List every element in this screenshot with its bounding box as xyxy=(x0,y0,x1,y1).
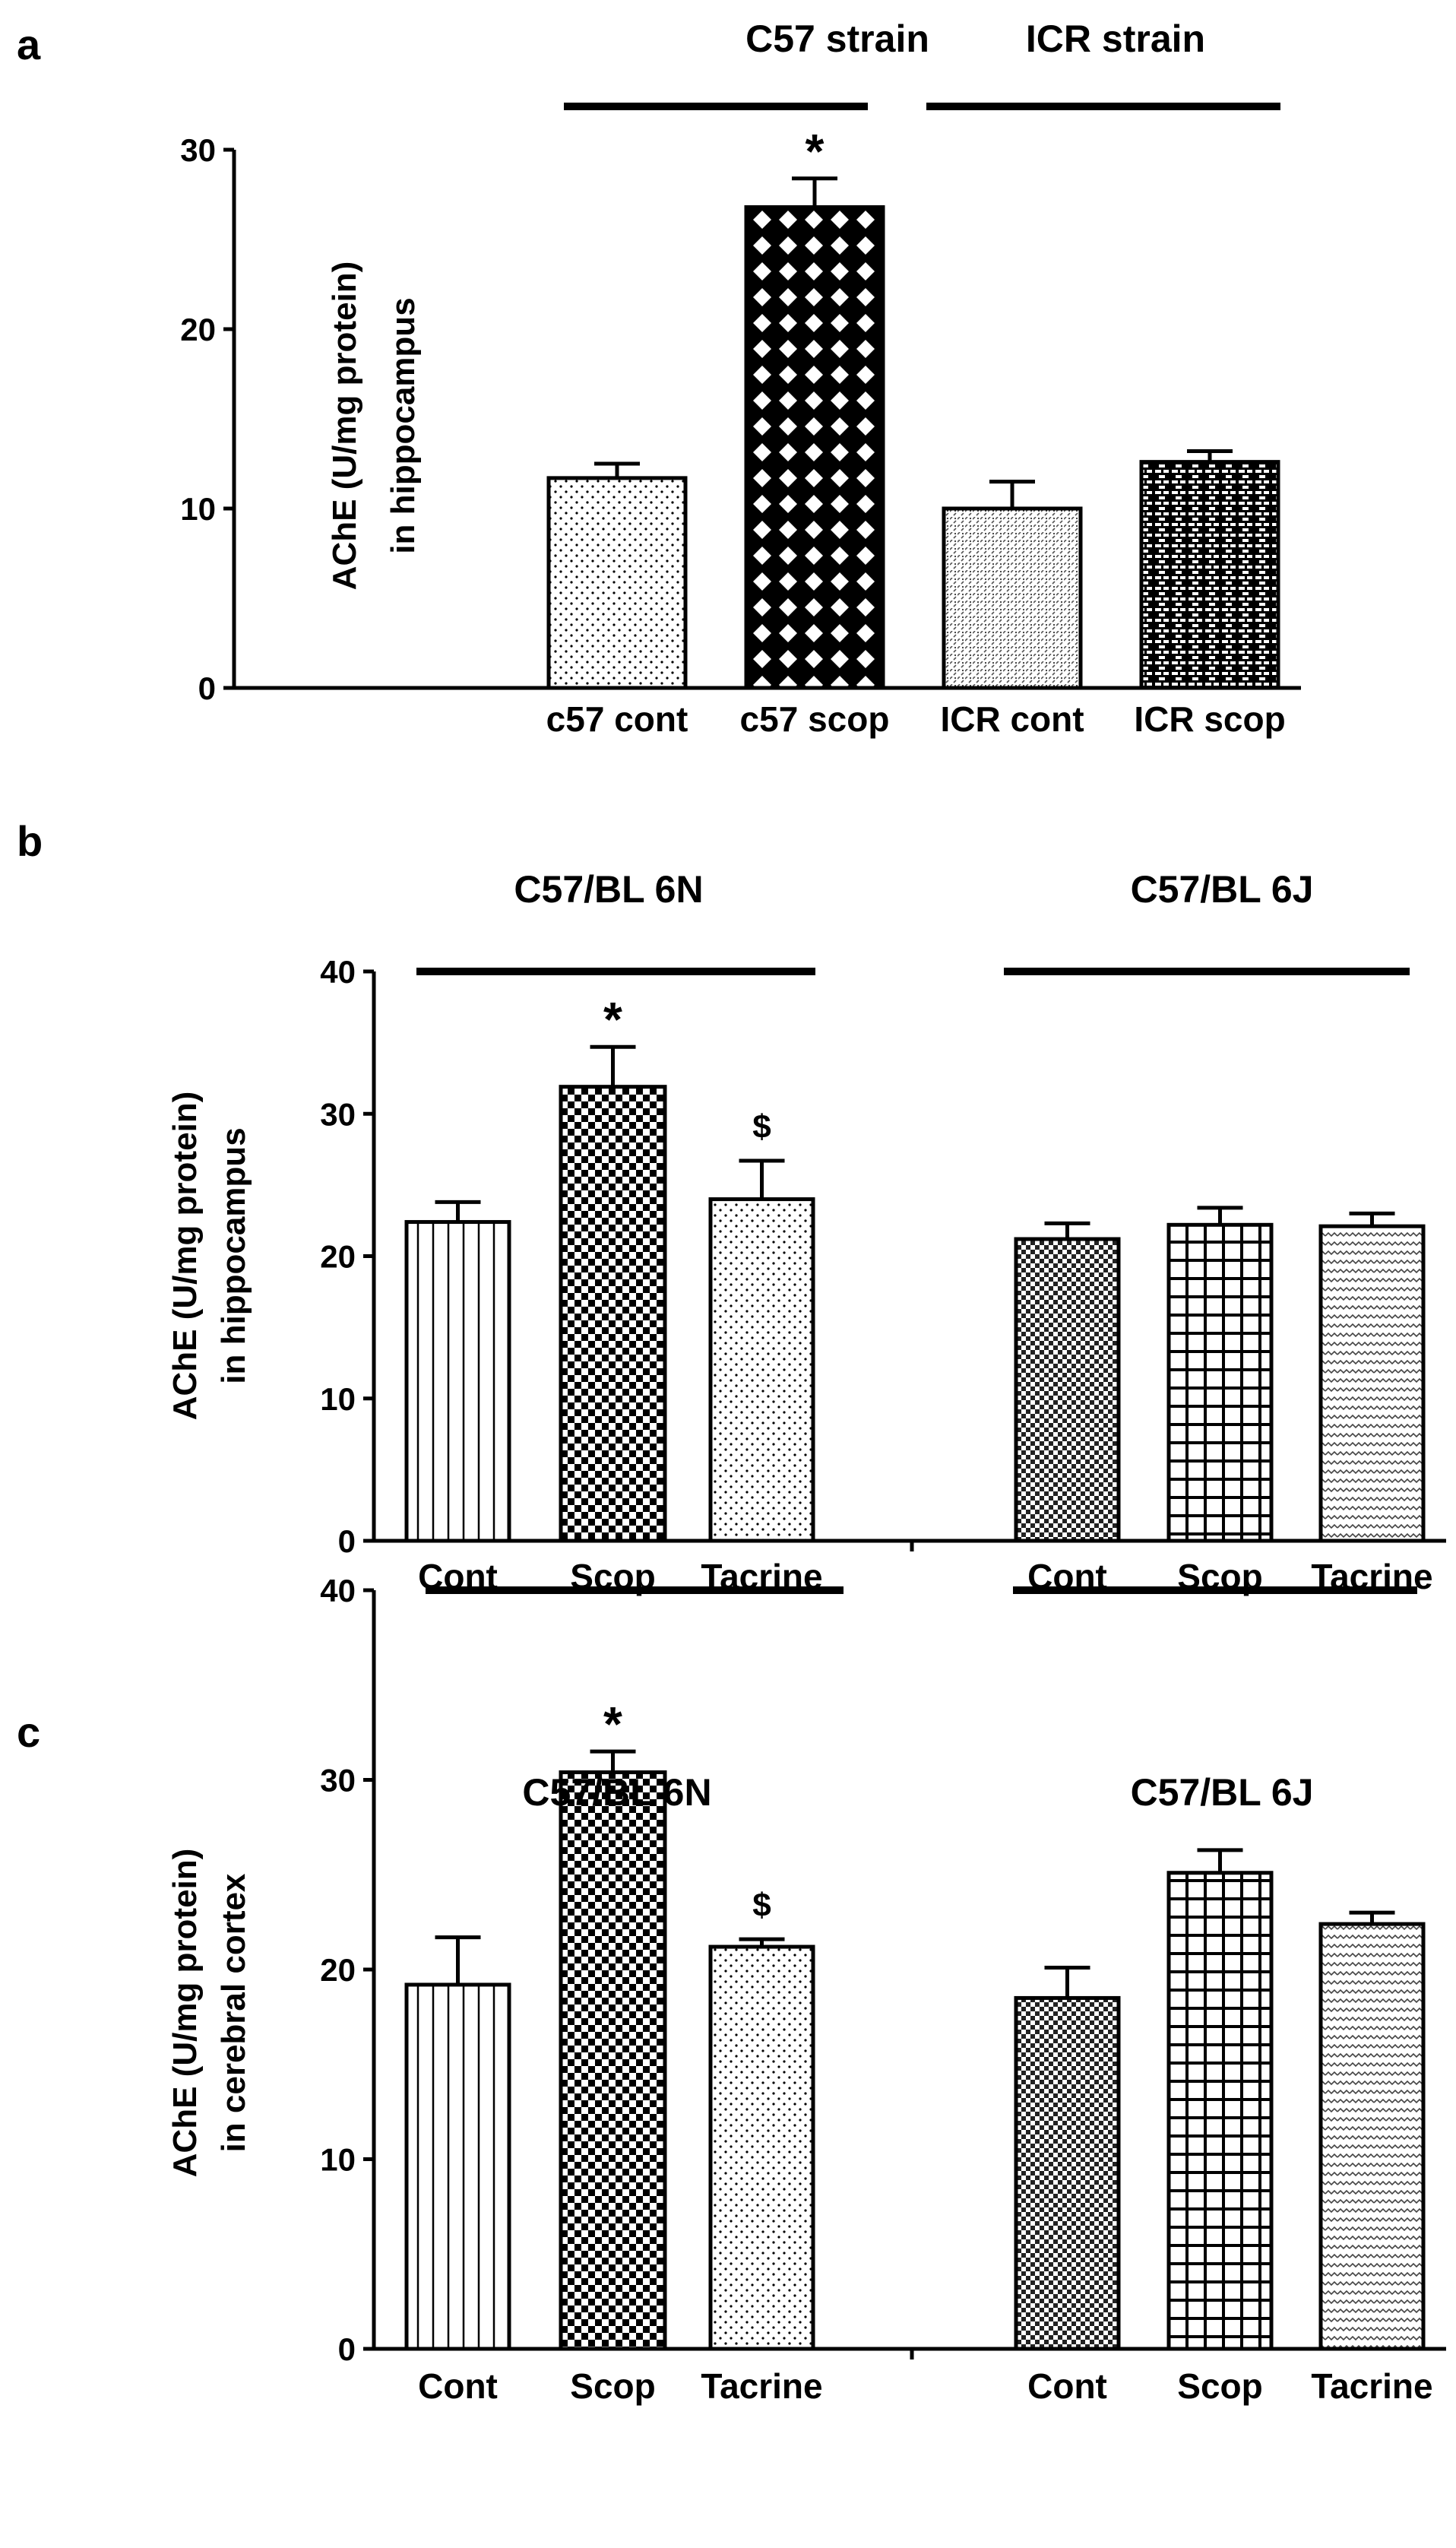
y-tick-label: 10 xyxy=(180,491,216,527)
significance-marker: $ xyxy=(752,1887,771,1924)
panel-c: c 0 10 20 30 40 AChE (U/mg protein) in cerebral… xyxy=(17,1573,1446,2406)
category-label: ICR cont xyxy=(940,699,1084,739)
group-label: C57/BL 6J xyxy=(1131,1771,1314,1814)
y-tick-label: 20 xyxy=(320,1239,356,1275)
bar xyxy=(546,476,688,690)
bar xyxy=(744,205,885,690)
y-tick-label: 0 xyxy=(198,670,216,706)
bar xyxy=(404,1220,511,1543)
y-axis-label: AChE (U/mg protein) xyxy=(166,1849,204,2178)
bar xyxy=(708,1944,815,2351)
category-label: ICR scop xyxy=(1134,699,1285,739)
group-label: C57/BL 6N xyxy=(522,1771,711,1814)
y-axis-label: AChE (U/mg protein) xyxy=(166,1092,204,1421)
bar xyxy=(559,1085,667,1543)
bar xyxy=(708,1197,815,1543)
group-label: C57/BL 6N xyxy=(514,868,703,911)
group-label: C57/BL 6J xyxy=(1131,868,1314,911)
y-tick-label: 40 xyxy=(320,954,356,990)
category-label: Cont xyxy=(1027,2366,1107,2406)
y-axis-label: AChE (U/mg protein) xyxy=(326,261,363,591)
significance-marker: $ xyxy=(752,1108,771,1146)
y-tick-label: 10 xyxy=(320,1381,356,1417)
category-label: c57 cont xyxy=(546,699,688,739)
y-tick-label: 10 xyxy=(320,2142,356,2178)
y-axis-label: in hippocampus xyxy=(385,297,422,553)
category-label: Cont xyxy=(418,2366,498,2406)
panel-label: b xyxy=(17,817,43,865)
category-label: Tacrine xyxy=(701,2366,822,2406)
y-tick-label: 30 xyxy=(320,1763,356,1798)
y-tick-label: 20 xyxy=(320,1952,356,1988)
bar xyxy=(1014,1995,1121,2351)
bar xyxy=(404,1982,511,2351)
panel-a: a 0 10 20 30 AChE (U/mg protein) in hippocampu… xyxy=(17,17,1301,739)
panel-label: a xyxy=(17,21,41,68)
bar xyxy=(559,1770,667,2351)
category-label: c57 scop xyxy=(740,699,890,739)
y-axis-label: in hippocampus xyxy=(215,1127,252,1383)
bar xyxy=(1166,1871,1274,2351)
bar xyxy=(1318,1224,1426,1543)
y-tick-label: 30 xyxy=(180,132,216,168)
y-tick-label: 20 xyxy=(180,312,216,347)
group-label: C57 strain xyxy=(745,17,929,60)
category-label: Scop xyxy=(570,2366,655,2406)
panel-label: c xyxy=(17,1708,40,1756)
y-tick-label: 0 xyxy=(338,2331,356,2367)
group-label: ICR strain xyxy=(1026,17,1205,60)
bar xyxy=(1139,460,1280,690)
y-axis-label: in cerebral cortex xyxy=(215,1873,252,2152)
category-label: Scop xyxy=(1177,2366,1262,2406)
y-tick-label: 40 xyxy=(320,1573,356,1608)
significance-marker: * xyxy=(603,1697,622,1751)
bar xyxy=(1318,1922,1426,2351)
y-tick-label: 0 xyxy=(338,1523,356,1559)
significance-marker: * xyxy=(806,124,825,179)
bar xyxy=(1166,1222,1274,1543)
bar xyxy=(1014,1237,1121,1543)
panel-b: b 0 10 20 30 40 AChE (U/mg protein) in hippocam… xyxy=(17,817,1446,1596)
significance-marker: * xyxy=(603,992,622,1047)
category-label: Tacrine xyxy=(1311,2366,1432,2406)
y-tick-label: 30 xyxy=(320,1096,356,1132)
bar xyxy=(942,506,1083,690)
